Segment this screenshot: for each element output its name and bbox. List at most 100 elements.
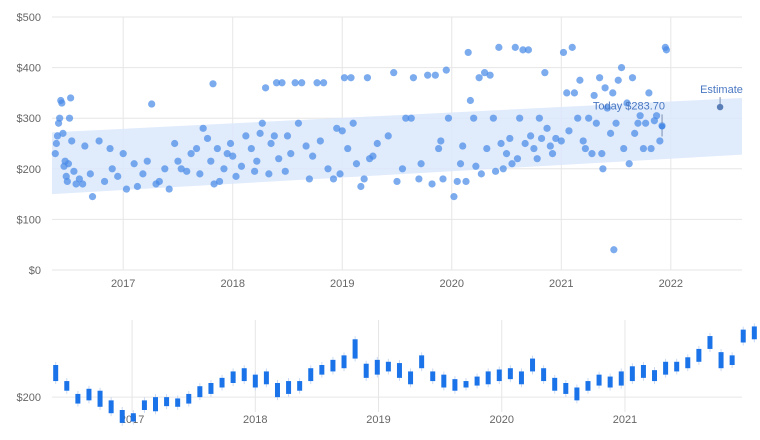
candle-body[interactable] bbox=[419, 355, 425, 369]
price-point[interactable] bbox=[459, 142, 467, 150]
price-point[interactable] bbox=[565, 127, 573, 135]
price-point[interactable] bbox=[466, 96, 474, 105]
price-point[interactable] bbox=[606, 129, 615, 137]
price-point[interactable] bbox=[506, 134, 514, 143]
price-point[interactable] bbox=[617, 64, 626, 72]
candle-body[interactable] bbox=[286, 381, 292, 394]
price-point[interactable] bbox=[309, 152, 317, 160]
price-point[interactable] bbox=[483, 144, 491, 153]
price-point[interactable] bbox=[139, 170, 147, 178]
candle-body[interactable] bbox=[130, 413, 136, 422]
candle-body[interactable] bbox=[674, 361, 680, 372]
price-point[interactable] bbox=[302, 142, 310, 150]
price-point[interactable] bbox=[130, 160, 138, 168]
price-point[interactable] bbox=[409, 74, 418, 82]
candle-body[interactable] bbox=[518, 371, 524, 385]
price-point[interactable] bbox=[251, 167, 259, 175]
price-point[interactable] bbox=[171, 139, 179, 148]
candle-body[interactable] bbox=[352, 339, 358, 359]
price-point[interactable] bbox=[53, 132, 62, 140]
price-point[interactable] bbox=[592, 119, 600, 127]
price-point[interactable] bbox=[590, 91, 598, 100]
price-point[interactable] bbox=[541, 69, 549, 77]
price-point[interactable] bbox=[305, 175, 313, 183]
price-point[interactable] bbox=[462, 177, 470, 186]
price-point[interactable] bbox=[174, 157, 182, 165]
price-point[interactable] bbox=[187, 150, 195, 158]
price-point[interactable] bbox=[86, 170, 94, 178]
price-point[interactable] bbox=[437, 137, 445, 145]
candle-body[interactable] bbox=[618, 371, 624, 386]
candle-body[interactable] bbox=[197, 386, 203, 398]
candle-body[interactable] bbox=[463, 381, 469, 388]
price-point[interactable] bbox=[491, 167, 500, 175]
price-point[interactable] bbox=[324, 165, 332, 173]
price-point[interactable] bbox=[424, 71, 432, 79]
candle-body[interactable] bbox=[585, 381, 591, 391]
price-point[interactable] bbox=[612, 119, 620, 127]
candle-body[interactable] bbox=[230, 371, 236, 383]
price-point[interactable] bbox=[155, 177, 163, 186]
price-point[interactable] bbox=[298, 79, 306, 87]
price-point[interactable] bbox=[373, 139, 381, 148]
price-point[interactable] bbox=[486, 71, 494, 79]
price-point[interactable] bbox=[253, 157, 261, 165]
price-point[interactable] bbox=[464, 48, 472, 57]
price-point[interactable] bbox=[662, 46, 671, 54]
price-point[interactable] bbox=[601, 84, 609, 92]
price-point[interactable] bbox=[177, 165, 185, 173]
price-point[interactable] bbox=[258, 119, 266, 127]
price-point[interactable] bbox=[313, 79, 321, 87]
price-point[interactable] bbox=[634, 119, 642, 127]
candle-body[interactable] bbox=[75, 393, 81, 404]
price-point[interactable] bbox=[647, 144, 655, 153]
price-point[interactable] bbox=[88, 193, 97, 201]
price-point[interactable] bbox=[576, 76, 584, 84]
candle-body[interactable] bbox=[308, 368, 314, 382]
price-point[interactable] bbox=[477, 170, 485, 178]
price-point[interactable] bbox=[508, 160, 516, 168]
price-point[interactable] bbox=[333, 124, 341, 132]
price-point[interactable] bbox=[390, 69, 398, 77]
candle-body[interactable] bbox=[707, 336, 713, 349]
candle-body[interactable] bbox=[640, 365, 646, 378]
price-point[interactable] bbox=[232, 172, 240, 180]
price-point[interactable] bbox=[495, 43, 503, 51]
price-point[interactable] bbox=[369, 152, 377, 160]
price-point[interactable] bbox=[519, 46, 527, 54]
price-point[interactable] bbox=[267, 139, 275, 148]
candle-body[interactable] bbox=[663, 361, 669, 375]
candle-body[interactable] bbox=[574, 387, 580, 401]
price-point[interactable] bbox=[557, 137, 565, 145]
price-point[interactable] bbox=[52, 139, 60, 148]
price-point[interactable] bbox=[265, 170, 273, 178]
price-point[interactable] bbox=[475, 74, 483, 82]
price-point[interactable] bbox=[574, 114, 582, 122]
price-point[interactable] bbox=[329, 175, 338, 183]
price-point[interactable] bbox=[183, 167, 191, 175]
price-point[interactable] bbox=[516, 114, 524, 122]
price-point[interactable] bbox=[642, 119, 650, 127]
candle-body[interactable] bbox=[141, 400, 147, 410]
candle-body[interactable] bbox=[297, 381, 303, 391]
candle-body[interactable] bbox=[274, 383, 280, 398]
price-point[interactable] bbox=[347, 74, 355, 82]
price-point[interactable] bbox=[568, 43, 576, 51]
price-point[interactable] bbox=[148, 100, 156, 108]
price-point[interactable] bbox=[450, 193, 458, 201]
candle-body[interactable] bbox=[751, 326, 757, 340]
candle-body[interactable] bbox=[441, 374, 447, 388]
price-point[interactable] bbox=[340, 74, 349, 82]
price-point[interactable] bbox=[614, 76, 622, 84]
price-point[interactable] bbox=[192, 144, 201, 153]
price-point[interactable] bbox=[223, 150, 231, 158]
price-point[interactable] bbox=[199, 124, 207, 132]
candle-body[interactable] bbox=[86, 388, 92, 401]
price-point[interactable] bbox=[51, 150, 59, 158]
price-point[interactable] bbox=[207, 157, 215, 165]
price-point[interactable] bbox=[439, 175, 447, 183]
price-point[interactable] bbox=[122, 185, 131, 193]
price-point[interactable] bbox=[287, 150, 295, 158]
price-point[interactable] bbox=[470, 114, 478, 122]
price-point[interactable] bbox=[631, 129, 639, 137]
